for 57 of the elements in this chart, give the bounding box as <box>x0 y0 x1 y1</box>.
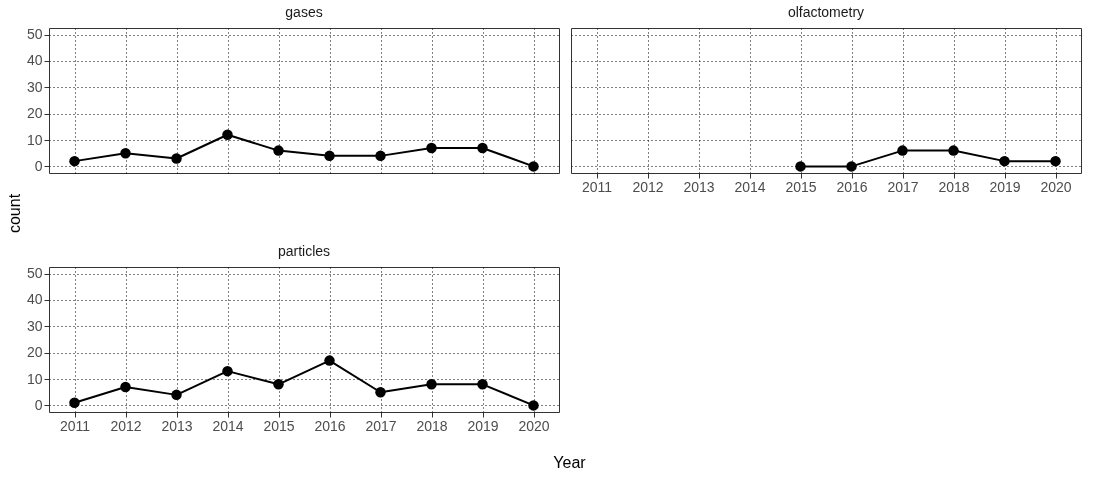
point <box>273 379 284 390</box>
y-tick-label: 50 <box>26 26 43 43</box>
chart-title: particles <box>277 242 331 259</box>
x-tick-label: 2012 <box>110 417 142 434</box>
x-tick-label: 2017 <box>887 178 919 195</box>
y-tick-label: 0 <box>34 396 43 413</box>
x-tick-label: 2011 <box>59 417 91 434</box>
x-tick-label: 2013 <box>683 178 715 195</box>
y-axis-title: count <box>5 193 23 234</box>
point <box>528 161 539 172</box>
y-tick-label: 50 <box>26 265 43 282</box>
x-tick-label: 2016 <box>314 417 346 434</box>
x-tick-label: 2015 <box>263 417 295 434</box>
y-tick-label: 30 <box>26 78 43 95</box>
y-tick-label: 0 <box>34 157 43 174</box>
x-tick-label: 2013 <box>161 417 193 434</box>
point <box>477 379 488 390</box>
x-tick-label: 2018 <box>938 178 970 195</box>
x-tick-label: 2020 <box>518 417 550 434</box>
point <box>171 153 182 164</box>
x-tick-label: 2011 <box>581 178 613 195</box>
point <box>120 147 131 159</box>
x-tick-label: 2017 <box>365 417 397 434</box>
x-tick-label: 2016 <box>836 178 868 195</box>
point <box>426 142 437 154</box>
y-tick-label: 10 <box>26 131 43 148</box>
y-tick-label: 40 <box>26 52 43 69</box>
point <box>375 150 386 162</box>
chart-title: gases <box>285 3 323 20</box>
x-tick-label: 2018 <box>416 417 448 434</box>
point <box>120 381 131 393</box>
x-tick-label: 2012 <box>632 178 664 195</box>
point <box>324 150 335 162</box>
x-tick-label: 2015 <box>785 178 817 195</box>
y-tick-label: 20 <box>26 105 43 122</box>
point <box>69 155 80 167</box>
y-tick-label: 40 <box>26 291 43 308</box>
point <box>375 386 386 398</box>
point <box>222 129 233 141</box>
point <box>171 389 182 401</box>
y-tick-label: 20 <box>26 344 43 361</box>
point <box>273 145 284 156</box>
x-tick-label: 2020 <box>1040 178 1072 195</box>
point <box>324 355 335 366</box>
point <box>426 379 437 390</box>
point <box>222 365 233 377</box>
x-tick-label: 2014 <box>734 178 766 195</box>
x-tick-label: 2014 <box>212 417 244 434</box>
point <box>528 400 539 411</box>
x-axis-title: Year <box>553 453 587 471</box>
y-tick-label: 30 <box>26 317 43 334</box>
x-tick-label: 2019 <box>467 417 499 434</box>
x-tick-label: 2019 <box>989 178 1021 195</box>
y-tick-label: 10 <box>26 370 43 387</box>
point <box>477 142 488 154</box>
point <box>69 397 80 409</box>
chart-title: olfactometry <box>787 4 865 20</box>
